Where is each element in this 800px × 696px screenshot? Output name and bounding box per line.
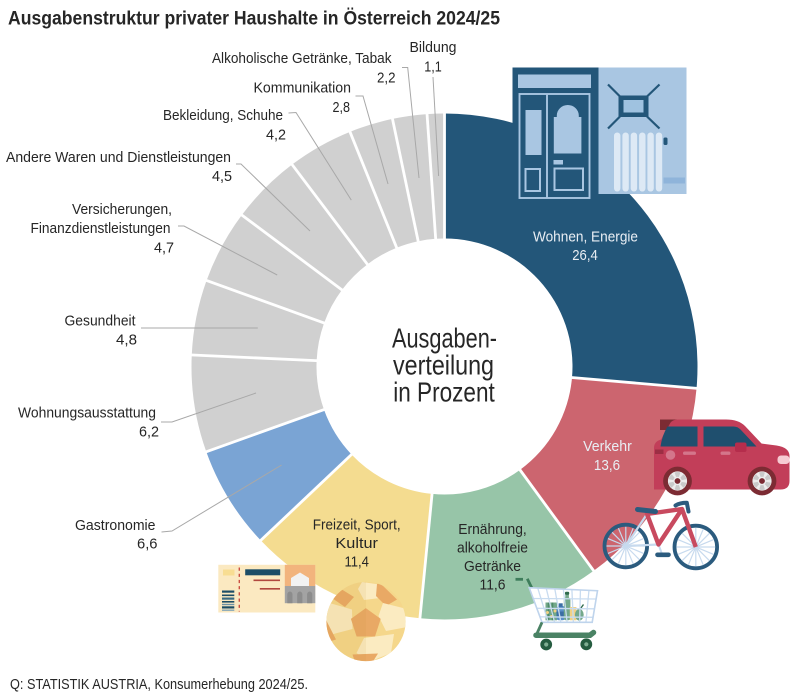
svg-text:Wohnen, Energie: Wohnen, Energie bbox=[533, 228, 638, 245]
svg-text:Ausgaben-: Ausgaben- bbox=[392, 323, 497, 354]
svg-text:Gastronomie: Gastronomie bbox=[75, 517, 156, 534]
svg-text:verteilung: verteilung bbox=[393, 349, 494, 380]
svg-text:4,7: 4,7 bbox=[154, 240, 174, 257]
svg-text:Getränke: Getränke bbox=[464, 558, 521, 575]
svg-text:Alkoholische Getränke, Tabak: Alkoholische Getränke, Tabak bbox=[212, 50, 392, 67]
svg-text:4,8: 4,8 bbox=[116, 332, 137, 349]
svg-text:6,6: 6,6 bbox=[137, 536, 158, 553]
svg-text:Bildung: Bildung bbox=[410, 39, 457, 56]
svg-text:Verkehr: Verkehr bbox=[583, 438, 632, 455]
svg-text:11,4: 11,4 bbox=[344, 554, 369, 571]
svg-text:Freizeit, Sport,: Freizeit, Sport, bbox=[313, 517, 401, 534]
svg-text:2,2: 2,2 bbox=[377, 70, 396, 87]
svg-text:in Prozent: in Prozent bbox=[393, 376, 495, 407]
svg-text:4,5: 4,5 bbox=[212, 168, 232, 185]
svg-text:6,2: 6,2 bbox=[139, 424, 159, 441]
svg-text:4,2: 4,2 bbox=[266, 127, 286, 144]
svg-text:Finanzdienstleistungen: Finanzdienstleistungen bbox=[31, 220, 171, 237]
svg-text:11,6: 11,6 bbox=[480, 576, 506, 593]
svg-text:Gesundheit: Gesundheit bbox=[65, 313, 137, 330]
svg-text:alkoholfreie: alkoholfreie bbox=[457, 540, 528, 557]
svg-text:Kultur: Kultur bbox=[335, 535, 378, 552]
svg-text:26,4: 26,4 bbox=[572, 247, 598, 264]
svg-text:2,8: 2,8 bbox=[333, 99, 351, 116]
svg-text:Ausgabenstruktur privater Haus: Ausgabenstruktur privater Haushalte in Ö… bbox=[8, 9, 500, 30]
svg-text:1,1: 1,1 bbox=[424, 59, 442, 76]
svg-text:Wohnungsausstattung: Wohnungsausstattung bbox=[18, 405, 156, 422]
svg-text:Kommunikation: Kommunikation bbox=[254, 80, 352, 97]
svg-text:Q: STATISTIK AUSTRIA, Konsumer: Q: STATISTIK AUSTRIA, Konsumerhebung 202… bbox=[10, 677, 308, 693]
svg-text:Ernährung,: Ernährung, bbox=[458, 521, 527, 538]
svg-text:Bekleidung, Schuhe: Bekleidung, Schuhe bbox=[163, 107, 283, 124]
svg-text:Versicherungen,: Versicherungen, bbox=[72, 201, 172, 218]
svg-text:13,6: 13,6 bbox=[594, 457, 620, 474]
svg-text:Andere Waren und Dienstleistun: Andere Waren und Dienstleistungen bbox=[6, 149, 231, 166]
